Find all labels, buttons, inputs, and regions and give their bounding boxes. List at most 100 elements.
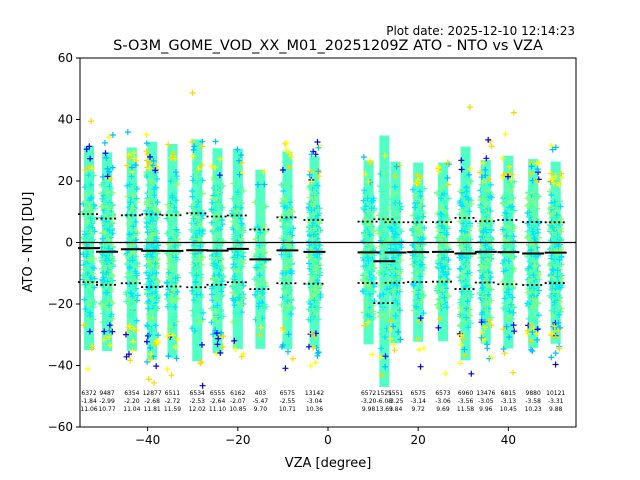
- data-point: [362, 271, 369, 278]
- data-point: [127, 323, 133, 330]
- data-point: [286, 164, 292, 170]
- bin-std-label: 9.84: [389, 406, 403, 413]
- data-point: [151, 186, 158, 193]
- data-point: [231, 337, 238, 344]
- data-point: [105, 306, 112, 313]
- data-point: [218, 278, 225, 285]
- data-point: [151, 341, 158, 348]
- data-point: [174, 288, 181, 295]
- data-point: [218, 204, 225, 211]
- data-point: [214, 341, 221, 348]
- data-point: [238, 152, 245, 159]
- data-point: [285, 308, 292, 315]
- data-point: [233, 289, 240, 295]
- data-point: [133, 186, 140, 193]
- data-point: [152, 322, 159, 329]
- data-point: [220, 313, 227, 320]
- data-point: [153, 295, 160, 301]
- data-point: [131, 233, 138, 240]
- data-point: [382, 353, 389, 360]
- data-point: [133, 317, 140, 324]
- data-point: [154, 242, 161, 249]
- data-point: [150, 315, 157, 322]
- y-tick-label: −20: [48, 297, 73, 311]
- data-point: [442, 370, 449, 377]
- data-point: [147, 356, 154, 363]
- data-point: [194, 179, 200, 186]
- data-point: [218, 306, 225, 313]
- data-point: [313, 240, 320, 247]
- data-point: [311, 275, 318, 281]
- data-point: [130, 338, 137, 345]
- data-point: [173, 173, 180, 180]
- data-point: [172, 242, 179, 249]
- data-point: [165, 252, 172, 259]
- data-point: [252, 236, 259, 243]
- data-point: [85, 315, 92, 322]
- data-point: [306, 183, 313, 190]
- data-point: [313, 215, 319, 222]
- data-point: [144, 275, 151, 282]
- data-point: [100, 242, 107, 249]
- data-point: [213, 330, 220, 337]
- data-point: [88, 229, 94, 236]
- data-point: [88, 293, 95, 300]
- data-point: [174, 336, 181, 343]
- data-point: [279, 325, 286, 331]
- data-point: [278, 343, 285, 350]
- data-point: [380, 270, 387, 277]
- data-point: [100, 274, 107, 281]
- data-point: [260, 221, 267, 228]
- data-point: [363, 198, 370, 205]
- data-point: [128, 290, 135, 297]
- data-point: [468, 370, 475, 377]
- data-point: [307, 300, 314, 307]
- data-point: [190, 215, 197, 222]
- bin-mean-label: -3.58: [525, 398, 541, 405]
- data-point: [380, 303, 387, 310]
- data-point: [102, 150, 109, 157]
- data-point: [252, 316, 259, 323]
- data-point: [208, 163, 215, 170]
- x-tick-label: −40: [135, 433, 160, 447]
- data-point: [236, 157, 242, 164]
- data-point: [144, 157, 150, 164]
- data-point: [149, 326, 156, 332]
- data-point: [146, 283, 153, 290]
- data-point: [85, 256, 92, 263]
- data-point: [229, 218, 236, 225]
- y-tick-label: −60: [48, 420, 73, 434]
- data-point: [310, 192, 317, 199]
- bin-mean-label: -1.84: [81, 398, 97, 405]
- data-point: [188, 203, 195, 210]
- x-tick-label: 40: [501, 433, 516, 447]
- data-point: [316, 304, 322, 311]
- data-point: [133, 199, 140, 206]
- data-point: [377, 354, 384, 361]
- data-point: [360, 276, 367, 283]
- bin-count-label: 403: [255, 390, 267, 397]
- data-point: [127, 289, 134, 296]
- data-point: [188, 269, 195, 276]
- bin-std-label: 11.81: [144, 406, 161, 413]
- data-point: [240, 187, 247, 194]
- data-point: [91, 284, 98, 291]
- data-point: [305, 228, 312, 235]
- data-point: [126, 181, 133, 188]
- data-point: [170, 264, 177, 271]
- bin-mean-label: -3.04: [307, 398, 323, 405]
- data-point: [146, 165, 153, 172]
- data-point: [84, 220, 91, 227]
- data-point: [147, 160, 154, 167]
- data-point: [80, 251, 87, 258]
- data-point: [308, 151, 315, 158]
- data-point: [315, 349, 322, 356]
- data-point: [107, 342, 114, 349]
- data-point: [143, 148, 150, 155]
- data-point: [109, 273, 116, 280]
- data-point: [147, 203, 153, 210]
- bin-std-label: 9.70: [254, 406, 268, 413]
- data-point: [213, 318, 220, 324]
- data-point: [166, 325, 173, 332]
- data-point: [99, 195, 106, 202]
